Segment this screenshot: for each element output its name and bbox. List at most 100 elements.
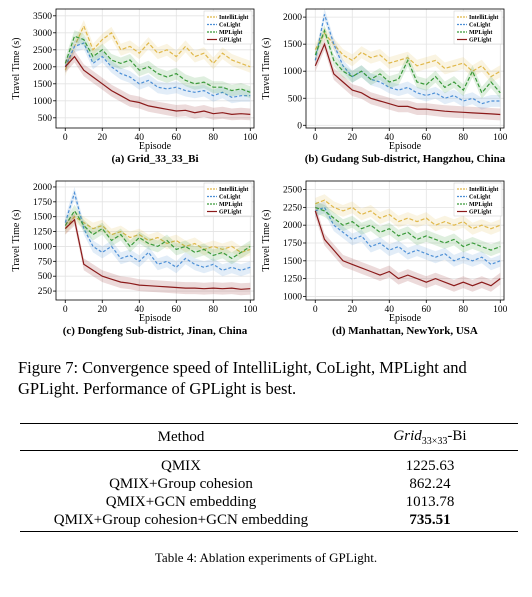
series-band-gplight	[65, 50, 251, 121]
header-metric-main: Grid	[393, 428, 422, 444]
x-axis-label: Episode	[389, 313, 422, 324]
series-line-mplight	[64, 35, 251, 93]
x-tick-label: 80	[459, 305, 469, 315]
row-value: 1225.63	[405, 458, 455, 474]
row-method: QMIX+Group cohesion+GCN embedding	[20, 511, 342, 532]
series-line-intellilight	[64, 24, 251, 71]
y-tick-label: 500	[38, 272, 53, 282]
subplot-title: (a) Grid_33_33_Bi	[111, 153, 198, 165]
series-band-colight	[65, 186, 251, 277]
series-band-intellilight	[65, 210, 251, 259]
header-metric: Grid33×33-Bi	[342, 423, 518, 451]
row-value: 1013.78	[405, 494, 455, 510]
header-method: Method	[20, 423, 342, 451]
row-method: QMIX	[161, 458, 201, 474]
y-tick-label: 750	[38, 257, 53, 267]
x-tick-label: 0	[63, 133, 68, 143]
y-tick-label: 1250	[283, 275, 302, 285]
series-line-mplight	[315, 206, 501, 251]
y-tick-label: 1500	[33, 213, 52, 223]
plot-frame	[305, 180, 505, 301]
series-band-colight	[65, 37, 251, 104]
y-tick-label: 2500	[33, 46, 52, 56]
x-axis-label: Episode	[389, 141, 422, 152]
series-band-mplight	[315, 201, 501, 257]
series-line-colight	[64, 190, 251, 271]
x-tick-label: 80	[209, 305, 219, 315]
y-axis-label: Travel Time (s)	[11, 38, 22, 100]
series-line-gplight	[314, 42, 501, 116]
series-line-mplight	[64, 209, 251, 260]
series-band-gplight	[65, 213, 251, 296]
series-band-intellilight	[315, 27, 501, 83]
x-tick-label: 60	[172, 305, 182, 315]
series-line-gplight	[64, 55, 251, 116]
legend-label: IntelliLight	[219, 15, 248, 21]
x-tick-label: 100	[243, 133, 258, 143]
y-tick-label: 2500	[283, 186, 302, 196]
series-line-gplight	[314, 210, 501, 287]
series-line-intellilight	[64, 215, 251, 254]
y-tick-label: 0	[297, 121, 302, 131]
legend-label: CoLight	[219, 23, 240, 29]
x-tick-label: 60	[422, 133, 432, 143]
x-tick-label: 80	[459, 133, 469, 143]
charts-figure: 0 20 40 60 80 100500100015002000250030003500E…	[11, 8, 508, 337]
table-row: QMIX+Group cohesion 862.24	[20, 475, 518, 493]
x-tick-label: 20	[348, 305, 358, 315]
y-tick-label: 1500	[283, 257, 302, 267]
row-value-best: 735.51	[342, 511, 518, 532]
y-tick-label: 2000	[33, 63, 52, 73]
y-tick-label: 1500	[33, 80, 52, 90]
figure-caption: Figure 7: Convergence speed of IntelliLi…	[18, 358, 467, 398]
y-tick-label: 250	[38, 287, 53, 297]
row-method: QMIX+Group cohesion	[109, 476, 253, 492]
y-tick-label: 500	[38, 114, 53, 124]
series-band-gplight	[315, 38, 501, 121]
legend-label: GPLight	[219, 38, 241, 44]
y-tick-label: 3500	[33, 12, 52, 22]
table-caption: Table 4: Ablation experiments of GPLight…	[154, 550, 378, 565]
plot-frame	[55, 8, 255, 129]
x-tick-label: 100	[493, 305, 508, 315]
y-tick-label: 1750	[283, 239, 302, 249]
y-tick-label: 1250	[33, 228, 52, 238]
header-metric-suffix: -Bi	[447, 428, 467, 444]
legend-label: IntelliLight	[219, 187, 248, 193]
y-tick-label: 1500	[283, 40, 302, 50]
series-line-mplight	[314, 28, 501, 94]
legend-label: GPLight	[469, 38, 491, 44]
legend-label: CoLight	[219, 195, 240, 201]
chart-panel-2: 0 20 40 60 80 1000500100015002000EpisodeTrave…	[261, 8, 508, 165]
chart-panel-3: 0 20 40 60 80 100 250 500 750 1000 1250 1500 1750 200…	[11, 180, 258, 337]
x-tick-label: 60	[422, 305, 432, 315]
header-metric-sub: 33×33	[421, 436, 448, 447]
legend-label: MPLight	[219, 202, 242, 208]
row-value: 862.24	[409, 476, 451, 492]
series-line-intellilight	[314, 32, 501, 78]
series-line-colight	[314, 14, 501, 105]
y-tick-label: 1000	[283, 67, 302, 77]
y-axis-label: Travel Time (s)	[261, 38, 272, 100]
chart-panel-1: 0 20 40 60 80 100 500 1000 1500 2000 2500 3000 3500 E…	[11, 8, 258, 165]
y-axis-label: Travel Time (s)	[11, 210, 22, 272]
y-tick-label: 2000	[33, 183, 52, 193]
y-tick-label: 2000	[283, 221, 302, 231]
table-row: QMIX+Group cohesion+GCN embedding 735.51	[20, 511, 518, 532]
x-tick-label: 0	[313, 305, 318, 315]
series-band-colight	[315, 8, 501, 110]
y-tick-label: 1000	[33, 97, 52, 107]
legend-label: MPLight	[469, 30, 492, 36]
y-tick-label: 2000	[283, 13, 302, 23]
legend-label: MPLight	[219, 30, 242, 36]
x-tick-label: 0	[313, 133, 318, 143]
y-tick-label: 500	[288, 94, 303, 104]
legend-label: CoLight	[469, 23, 490, 29]
x-tick-label: 20	[348, 133, 358, 143]
y-tick-label: 1750	[33, 198, 52, 208]
y-tick-label: 3000	[33, 29, 52, 39]
series-line-intellilight	[315, 199, 501, 230]
